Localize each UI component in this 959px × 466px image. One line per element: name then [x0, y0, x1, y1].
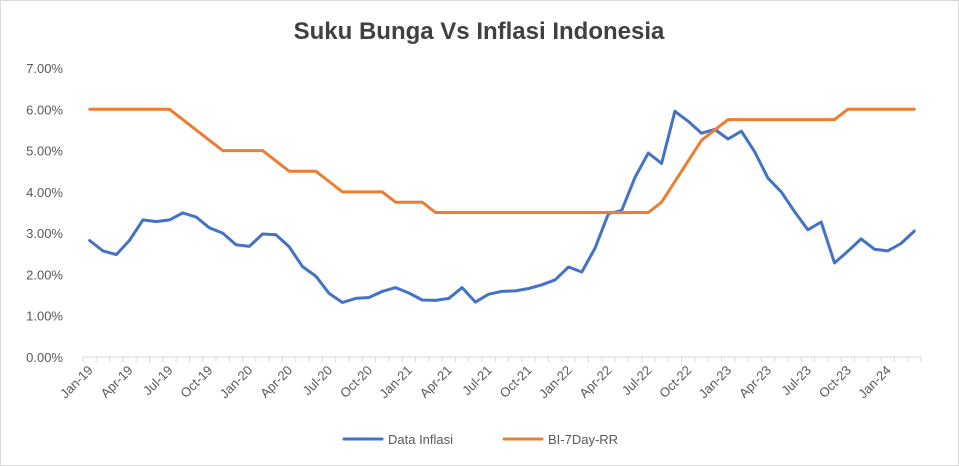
x-tick-label: Oct-22 [656, 363, 694, 401]
x-tick-label: Jul-21 [459, 363, 495, 399]
x-tick-label: Jan-21 [376, 363, 415, 402]
y-tick-label: 4.00% [26, 185, 63, 200]
x-tick-label: Jan-22 [536, 363, 575, 402]
x-tick-label: Apr-19 [97, 363, 135, 401]
x-tick-label: Jan-24 [855, 363, 894, 402]
y-tick-label: 0.00% [26, 350, 63, 365]
x-tick-label: Jan-19 [57, 363, 96, 402]
x-tick-label: Apr-20 [257, 363, 295, 401]
x-tick-label: Jul-23 [778, 363, 814, 399]
x-tick-label: Oct-23 [816, 363, 854, 401]
legend-label: BI-7Day-RR [548, 432, 618, 447]
x-tick-label: Jul-22 [619, 363, 655, 399]
series-layer [88, 107, 916, 304]
y-tick-label: 3.00% [26, 226, 63, 241]
x-tick-label: Oct-21 [497, 363, 535, 401]
x-tick-label: Jul-19 [140, 363, 176, 399]
x-tick-label: Apr-23 [736, 363, 774, 401]
y-tick-label: 7.00% [26, 61, 63, 76]
x-tick-label: Jan-20 [217, 363, 256, 402]
x-tick-label: Jan-23 [696, 363, 735, 402]
x-tick-label: Apr-21 [417, 363, 455, 401]
y-tick-label: 6.00% [26, 102, 63, 117]
x-tick-label: Oct-19 [177, 363, 215, 401]
y-tick-label: 1.00% [26, 309, 63, 324]
x-tick-label: Apr-22 [576, 363, 614, 401]
series-line-data-inflasi [88, 109, 916, 304]
series-line-bi-7day-rr [88, 107, 916, 214]
y-axis: 0.00% 1.00% 2.00% 3.00% 4.00% 5.00% 6.00% 7.00% [26, 61, 63, 365]
chart-title: Suku Bunga Vs Inflasi Indonesia [294, 18, 665, 45]
x-tick-label: Jul-20 [300, 363, 336, 399]
y-tick-label: 5.00% [26, 144, 63, 159]
y-tick-label: 2.00% [26, 267, 63, 282]
x-axis: Jan-19 Apr-19 Jul-19 Oct-19 Jan-20 Apr-20 Jul-… [57, 356, 922, 402]
legend-label: Data Inflasi [388, 432, 453, 447]
legend: Data Inflasi BI-7Day-RR [342, 432, 618, 447]
x-tick-label: Oct-20 [337, 363, 375, 401]
